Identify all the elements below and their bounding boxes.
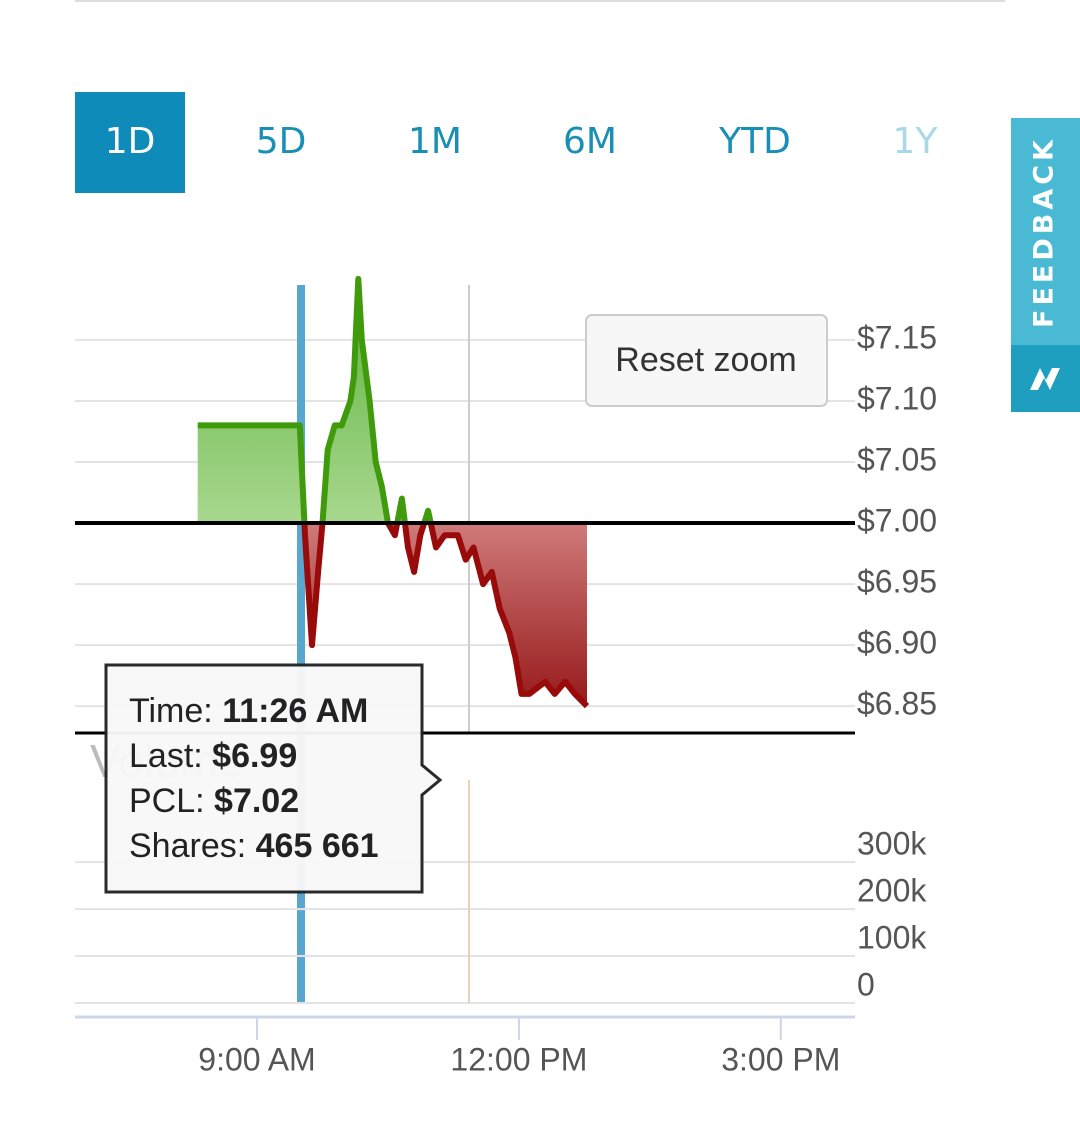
tab-active-bg[interactable] [75,92,185,193]
feedback-icon[interactable] [1030,368,1060,390]
value: $7.02 [214,782,299,820]
tab[interactable]: 1M [408,121,462,162]
tooltip-time: Time: 11:26 AM [129,692,368,730]
x-tick-label: 3:00 PM [721,1041,840,1077]
tab[interactable]: YTD [718,121,791,162]
tab[interactable]: 5D [256,121,307,162]
tab[interactable]: 1Y [893,121,939,162]
value: 11:26 AM [222,692,368,730]
tooltip-shares: Shares: 465 661 [129,827,379,865]
reset-zoom-button[interactable]: Reset zoom [585,314,828,407]
label: Last: [129,737,203,775]
x-tick-label: 9:00 AM [198,1041,315,1077]
label: Shares: [129,827,246,865]
x-tick-label: 12:00 PM [450,1041,587,1077]
feedback-icon-bg[interactable] [1011,345,1080,412]
tooltip-last: Last: $6.99 [129,737,297,775]
y-tick-label: 300k [857,826,927,862]
tab[interactable]: 1D [105,121,156,162]
tooltip: Time: 11:26 AM Last: $6.99 PCL: $7.02 Sh… [104,663,443,894]
range-tabs: 1D 5D 1M 6M YTD 1Y [75,92,938,193]
tooltip-pcl: PCL: $7.02 [129,782,299,820]
y-tick-label: 200k [857,873,927,909]
y-tick-label: 100k [857,920,927,956]
price-area [197,278,587,707]
value: 465 661 [256,827,379,865]
price-line [197,275,590,709]
y-tick-label: $7.15 [857,319,937,355]
y-tick-label: $7.10 [857,380,937,416]
feedback-bg[interactable] [1011,118,1080,346]
value: $6.99 [212,737,297,775]
y-tick-label: $7.05 [857,441,937,477]
y-tick-label: $7.00 [857,502,937,538]
label: PCL: [129,782,205,820]
market-open-line [297,285,305,1003]
button-label[interactable]: Reset zoom [615,341,796,379]
tooltip-box [104,663,443,894]
button-bg[interactable] [585,314,828,407]
y-tick-label: 0 [857,966,875,1002]
label: Time: [129,692,213,730]
y-tick-label: $6.95 [857,564,937,600]
feedback-tab[interactable]: FEEDBACK [1011,118,1080,412]
y-tick-label: $6.90 [857,625,937,661]
feedback-label[interactable]: FEEDBACK [1029,136,1060,328]
tab[interactable]: 6M [563,121,617,162]
y-tick-label: $6.85 [857,686,937,722]
